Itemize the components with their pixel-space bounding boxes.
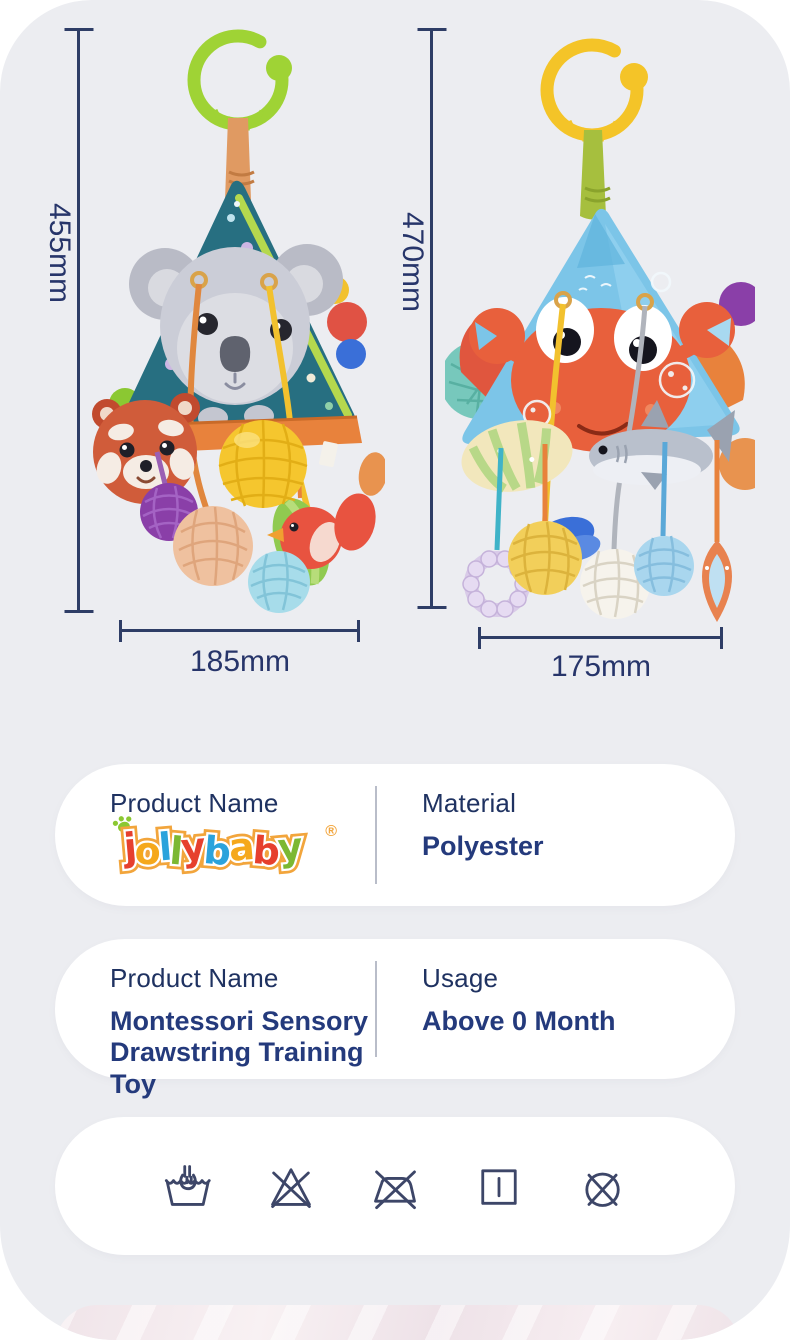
material-value: Polyester	[422, 831, 544, 861]
material-label: Material	[422, 788, 517, 818]
do-not-iron-icon	[369, 1160, 421, 1212]
registered-mark: ®	[325, 823, 337, 840]
left-toy-illustration	[92, 29, 385, 613]
right-toy-height-label: 470mm	[396, 211, 429, 313]
right-toy-width-label: 175mm	[550, 650, 652, 683]
paw-icon	[112, 816, 132, 832]
do-not-dry-clean-icon	[576, 1160, 628, 1212]
hand-wash-icon	[162, 1160, 214, 1212]
yellow-ring-hook	[540, 38, 644, 142]
product-name-label: Product Name	[110, 963, 279, 993]
product-name-label: Product Name	[110, 788, 279, 818]
card-divider	[375, 786, 377, 884]
product-name-value: Montessori Sensory Drawstring Training T…	[110, 1006, 369, 1099]
card-divider	[375, 961, 377, 1057]
left-toy-width-label: 185mm	[189, 645, 291, 678]
left-toy-height-label: 455mm	[43, 202, 76, 304]
orange-fish-toy	[702, 540, 732, 622]
right-toy-illustration	[445, 38, 755, 622]
light-blue-knit-ball	[634, 536, 694, 596]
red-bird-toy	[267, 507, 342, 569]
red-panda-face	[92, 393, 200, 504]
yellow-knit-ball	[508, 521, 582, 595]
green-ring-hook	[187, 29, 289, 131]
left-toy-width-line	[119, 629, 360, 632]
usage-value: Above 0 Month	[422, 1006, 616, 1036]
spec-card-name-usage: Product Name Montessori Sensory Drawstri…	[55, 939, 735, 1099]
do-not-bleach-icon	[265, 1160, 317, 1212]
drip-dry-icon	[473, 1160, 525, 1212]
usage-label: Usage	[422, 963, 499, 993]
left-toy-height-line	[77, 28, 80, 613]
right-toy-width-line	[478, 636, 723, 639]
shark-toy	[589, 400, 735, 490]
next-section-photo	[55, 1305, 740, 1340]
care-symbols-card	[55, 1117, 735, 1255]
right-toy-height-line	[430, 28, 433, 609]
